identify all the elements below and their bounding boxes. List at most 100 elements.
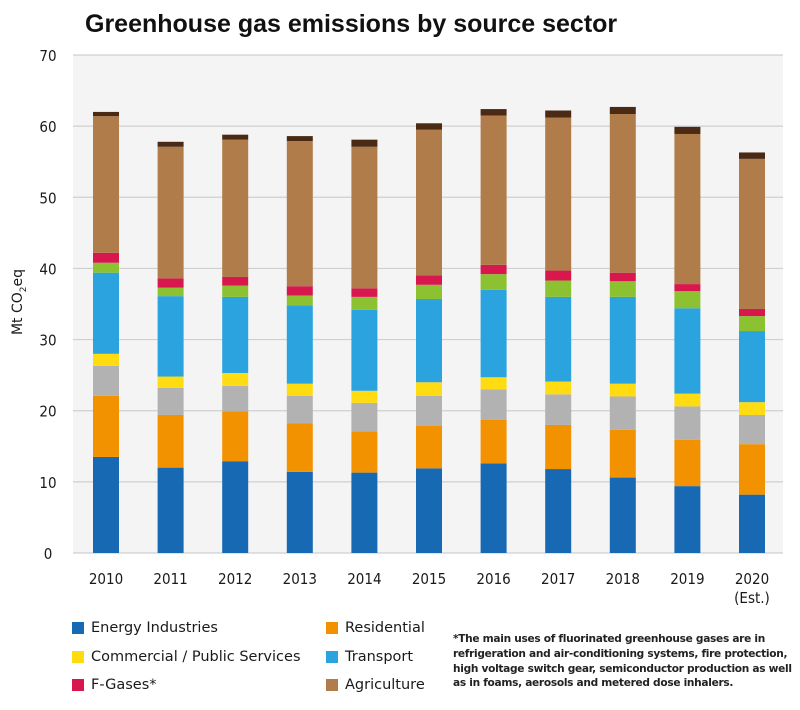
bar-stack bbox=[93, 111, 119, 553]
legend-item-commercial-public-services: Commercial / Public Services bbox=[72, 649, 301, 665]
bar-segment bbox=[609, 281, 636, 297]
legend-swatch bbox=[326, 679, 338, 691]
bar-segment bbox=[739, 494, 765, 553]
bar-stack bbox=[609, 106, 636, 553]
bar-segment bbox=[416, 275, 442, 285]
chart-title: Greenhouse gas emissions by source secto… bbox=[85, 10, 618, 38]
bar-segment bbox=[93, 111, 119, 117]
bar-segment bbox=[545, 270, 572, 281]
x-tick-sublabel: (Est.) bbox=[734, 589, 770, 607]
bar-segment bbox=[286, 305, 313, 384]
bar-stack bbox=[545, 110, 572, 553]
y-axis-ticks: 0 10 20 30 40 50 60 70 bbox=[39, 47, 56, 563]
legend-label: Energy Industries bbox=[91, 620, 218, 636]
bar-segment bbox=[609, 429, 636, 478]
legend-item-f-gases: F-Gases* bbox=[72, 677, 157, 693]
legend-label: F-Gases* bbox=[91, 677, 157, 693]
x-tick-label: 2019 bbox=[670, 570, 704, 588]
bar-segment bbox=[739, 152, 765, 159]
bar-segment bbox=[739, 158, 765, 309]
x-axis-ticks: 2010 2011 2012 2013 2014 2015 2016 2017 2018 2019… bbox=[89, 570, 770, 607]
y-tick-label: 10 bbox=[39, 474, 56, 492]
bar-segment bbox=[286, 471, 313, 553]
bar-segment bbox=[351, 146, 378, 289]
bar-segment bbox=[286, 423, 313, 472]
bar-segment bbox=[480, 389, 507, 420]
legend-swatch bbox=[72, 651, 84, 663]
x-tick-label: 2017 bbox=[541, 570, 575, 588]
bar-segment bbox=[286, 383, 313, 396]
bar-segment bbox=[351, 139, 378, 147]
bar-segment bbox=[157, 146, 184, 279]
x-tick-label: 2012 bbox=[218, 570, 252, 588]
x-tick-label: 2010 bbox=[89, 570, 123, 588]
bar-segment bbox=[739, 308, 765, 317]
bar-segment bbox=[545, 117, 572, 271]
y-tick-label: 50 bbox=[39, 189, 56, 207]
legend-swatch bbox=[326, 651, 338, 663]
bar-segment bbox=[157, 278, 184, 288]
bar-segment bbox=[480, 115, 507, 265]
bar-segment bbox=[351, 402, 378, 432]
bar-segment bbox=[674, 291, 701, 309]
y-tick-label: 30 bbox=[39, 332, 56, 350]
y-axis-label-main: Mt CO bbox=[10, 292, 26, 335]
y-axis-label-subscript: 2 bbox=[19, 286, 29, 292]
bar-segment bbox=[609, 114, 636, 273]
legend-swatch bbox=[72, 679, 84, 691]
bar-segment bbox=[416, 284, 442, 300]
bar-segment bbox=[545, 110, 572, 118]
bar-segment bbox=[739, 316, 765, 332]
y-tick-label: 0 bbox=[44, 545, 53, 563]
bar-segment bbox=[674, 284, 701, 292]
bar-segment bbox=[480, 419, 507, 464]
bar-segment bbox=[609, 477, 636, 553]
bar-segment bbox=[93, 365, 119, 396]
x-tick-label: 2015 bbox=[412, 570, 446, 588]
y-tick-label: 60 bbox=[39, 118, 56, 136]
bar-segment bbox=[545, 381, 572, 395]
bar-segment bbox=[286, 395, 313, 424]
bar-segment bbox=[157, 296, 184, 377]
bar-segment bbox=[674, 393, 701, 407]
bar-segment bbox=[609, 383, 636, 397]
bar-segment bbox=[545, 424, 572, 470]
bar-segment bbox=[674, 126, 701, 134]
bar-segment bbox=[157, 387, 184, 415]
bar-segment bbox=[416, 129, 442, 276]
legend-label: Commercial / Public Services bbox=[91, 649, 301, 665]
legend-item-agriculture: Agriculture bbox=[326, 677, 425, 693]
bar-segment bbox=[416, 468, 442, 553]
x-tick-label: 2014 bbox=[347, 570, 381, 588]
bar-segment bbox=[157, 414, 184, 468]
bar-stack bbox=[222, 134, 249, 553]
bar-segment bbox=[222, 139, 249, 277]
bar-segment bbox=[545, 394, 572, 425]
bar-segment bbox=[157, 141, 184, 147]
bar-segment bbox=[416, 425, 442, 469]
bar-segment bbox=[93, 272, 119, 354]
legend-swatch bbox=[326, 622, 338, 634]
bar-segment bbox=[416, 299, 442, 383]
bar-segment bbox=[286, 136, 313, 142]
bar-stack bbox=[480, 109, 507, 553]
bar-segment bbox=[674, 308, 701, 394]
footnote: *The main uses of fluorinated greenhouse… bbox=[453, 633, 792, 690]
bar-segment bbox=[351, 472, 378, 553]
bar-segment bbox=[222, 385, 249, 412]
y-axis-label: Mt CO2eq bbox=[10, 269, 29, 335]
bar-segment bbox=[222, 296, 249, 374]
bar-segment bbox=[674, 133, 701, 285]
legend-label: Transport bbox=[345, 649, 414, 665]
y-axis-label-suffix: eq bbox=[10, 269, 26, 287]
bar-segment bbox=[286, 295, 313, 306]
legend-swatch bbox=[72, 622, 84, 634]
bar-segment bbox=[351, 309, 378, 391]
bar-segment bbox=[674, 486, 701, 553]
bar-segment bbox=[739, 444, 765, 495]
bar-segment bbox=[416, 123, 442, 130]
x-tick-label: 2011 bbox=[153, 570, 187, 588]
bars bbox=[93, 106, 765, 553]
legend-label: Residential bbox=[345, 620, 425, 636]
bar-segment bbox=[480, 377, 507, 390]
